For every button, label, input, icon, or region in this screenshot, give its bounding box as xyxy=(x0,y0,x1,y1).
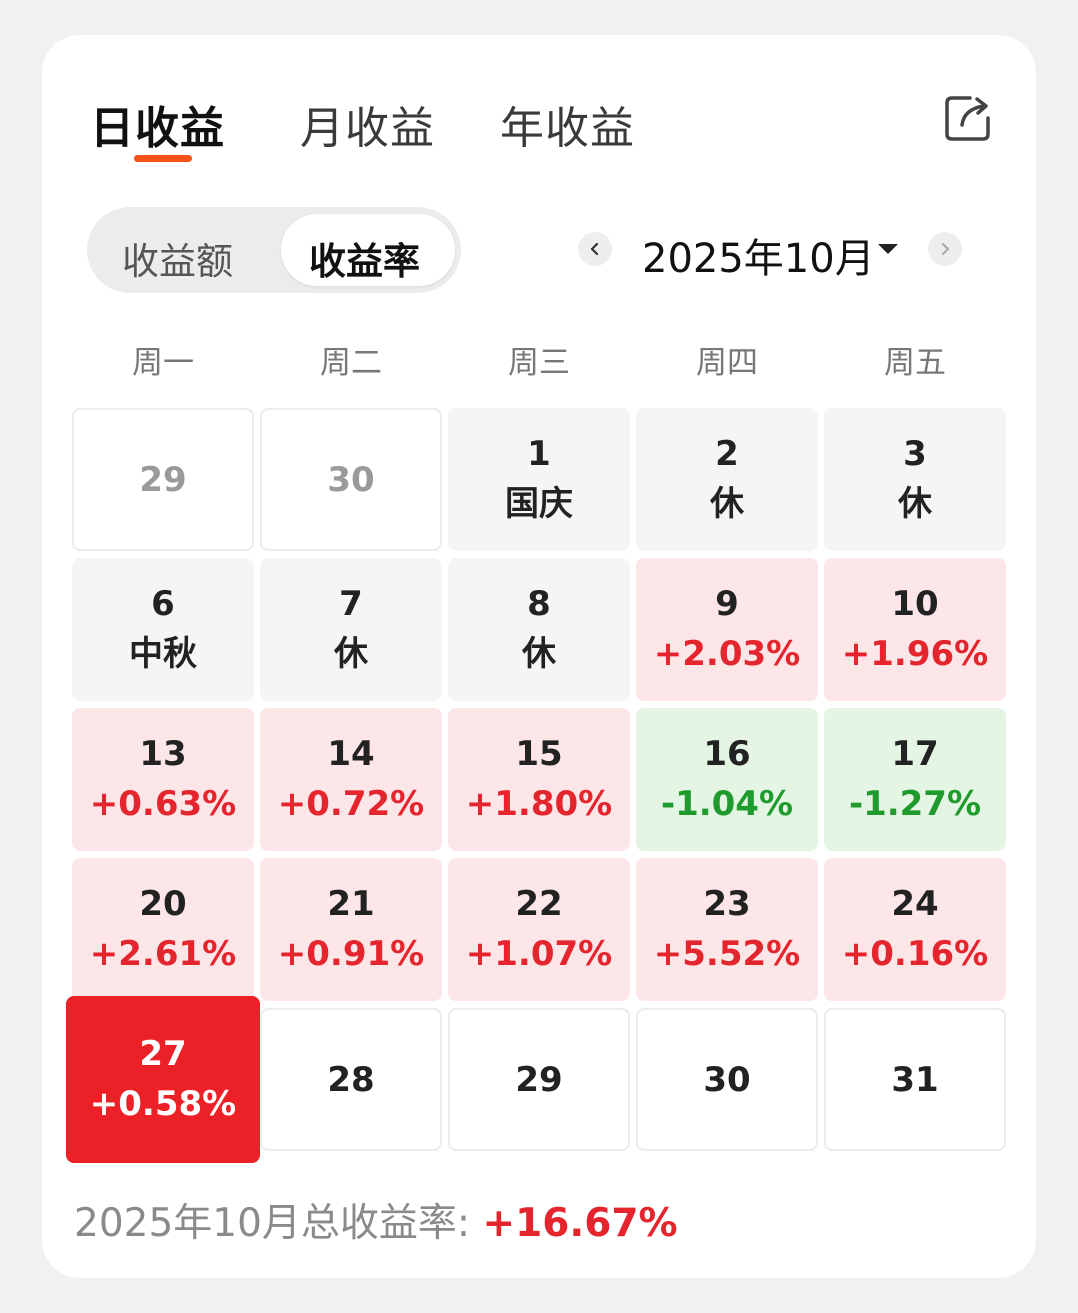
holiday-label: 国庆 xyxy=(505,483,573,524)
caret-down-icon[interactable] xyxy=(878,244,898,254)
day-number: 31 xyxy=(891,1059,939,1100)
next-month-button[interactable] xyxy=(928,232,962,266)
weekday-header: 周一 xyxy=(132,345,194,381)
day-number: 30 xyxy=(703,1059,751,1100)
weekday-header: 周四 xyxy=(696,345,758,381)
daily-return: +0.91% xyxy=(277,933,425,974)
prev-month-button[interactable] xyxy=(578,232,612,266)
weekday-header: 周二 xyxy=(320,345,382,381)
day-number: 3 xyxy=(903,433,927,474)
holiday-label: 休 xyxy=(898,483,932,524)
day-number: 6 xyxy=(151,583,175,624)
chevron-right-icon xyxy=(941,242,950,256)
calendar-day-cell[interactable]: 23 +5.52% xyxy=(636,858,818,1001)
daily-return: +1.07% xyxy=(465,933,613,974)
active-tab-indicator xyxy=(134,155,192,162)
day-number: 15 xyxy=(515,733,563,774)
calendar-day-cell[interactable]: 21 +0.91% xyxy=(260,858,442,1001)
day-number: 1 xyxy=(527,433,551,474)
calendar-day-cell[interactable]: 6 中秋 xyxy=(72,558,254,701)
daily-return: +2.61% xyxy=(89,933,237,974)
daily-return: +0.58% xyxy=(89,1083,237,1124)
calendar-day-cell[interactable]: 29 xyxy=(448,1008,630,1151)
calendar-day-cell[interactable]: 24 +0.16% xyxy=(824,858,1006,1001)
calendar-day-cell[interactable]: 15 +1.80% xyxy=(448,708,630,851)
holiday-label: 休 xyxy=(334,633,368,674)
calendar-day-cell[interactable]: 16 -1.04% xyxy=(636,708,818,851)
daily-return: +2.03% xyxy=(653,633,801,674)
chevron-left-icon xyxy=(590,242,599,256)
metric-toggle-active-pill xyxy=(281,214,455,286)
holiday-label: 休 xyxy=(522,633,556,674)
day-number: 7 xyxy=(339,583,363,624)
daily-return: +1.96% xyxy=(841,633,989,674)
tab-monthly[interactable]: 月收益 xyxy=(300,103,435,154)
daily-return: -1.27% xyxy=(848,783,982,824)
holiday-label: 中秋 xyxy=(129,633,197,674)
calendar-day-cell[interactable]: 17 -1.27% xyxy=(824,708,1006,851)
calendar-day-cell[interactable]: 9 +2.03% xyxy=(636,558,818,701)
calendar-day-cell[interactable]: 1 国庆 xyxy=(448,408,630,551)
weekday-header: 周三 xyxy=(508,345,570,381)
share-icon[interactable] xyxy=(944,94,992,142)
day-number: 17 xyxy=(891,733,939,774)
day-number: 29 xyxy=(139,459,187,500)
day-number: 28 xyxy=(327,1059,375,1100)
day-number: 23 xyxy=(703,883,751,924)
day-number: 16 xyxy=(703,733,751,774)
tab-daily[interactable]: 日收益 xyxy=(90,103,225,154)
day-number: 9 xyxy=(715,583,739,624)
day-number: 27 xyxy=(139,1033,187,1074)
monthly-total: 2025年10月总收益率: +16.67% xyxy=(74,1192,678,1248)
day-number: 14 xyxy=(327,733,375,774)
toggle-rate[interactable]: 收益率 xyxy=(309,240,420,283)
month-picker[interactable]: 2025年10月 xyxy=(642,236,875,282)
daily-return: +0.63% xyxy=(89,783,237,824)
day-number: 20 xyxy=(139,883,187,924)
day-number: 21 xyxy=(327,883,375,924)
day-number: 13 xyxy=(139,733,187,774)
calendar-day-cell[interactable]: 30 xyxy=(636,1008,818,1151)
calendar-day-cell[interactable]: 13 +0.63% xyxy=(72,708,254,851)
day-number: 8 xyxy=(527,583,551,624)
monthly-total-value: +16.67% xyxy=(482,1201,678,1246)
day-number: 22 xyxy=(515,883,563,924)
daily-return: +0.16% xyxy=(841,933,989,974)
calendar-day-cell[interactable]: 14 +0.72% xyxy=(260,708,442,851)
day-number: 30 xyxy=(327,459,375,500)
calendar-day-cell[interactable]: 29 xyxy=(72,408,254,551)
calendar-day-cell[interactable]: 20 +2.61% xyxy=(72,858,254,1001)
monthly-total-label: 2025年10月总收益率: xyxy=(74,1201,471,1246)
daily-return: +5.52% xyxy=(653,933,801,974)
calendar-day-cell[interactable]: 31 xyxy=(824,1008,1006,1151)
calendar-day-cell[interactable]: 22 +1.07% xyxy=(448,858,630,1001)
day-number: 2 xyxy=(715,433,739,474)
calendar-day-cell[interactable]: 30 xyxy=(260,408,442,551)
holiday-label: 休 xyxy=(710,483,744,524)
daily-return: +0.72% xyxy=(277,783,425,824)
day-number: 10 xyxy=(891,583,939,624)
calendar-day-cell[interactable]: 10 +1.96% xyxy=(824,558,1006,701)
daily-return: -1.04% xyxy=(660,783,794,824)
calendar-day-cell[interactable]: 28 xyxy=(260,1008,442,1151)
weekday-header: 周五 xyxy=(884,345,946,381)
toggle-amount[interactable]: 收益额 xyxy=(122,240,233,283)
calendar-day-cell[interactable]: 27 +0.58% xyxy=(66,996,260,1163)
day-number: 24 xyxy=(891,883,939,924)
daily-return: +1.80% xyxy=(465,783,613,824)
tab-yearly[interactable]: 年收益 xyxy=(500,103,635,154)
day-number: 29 xyxy=(515,1059,563,1100)
